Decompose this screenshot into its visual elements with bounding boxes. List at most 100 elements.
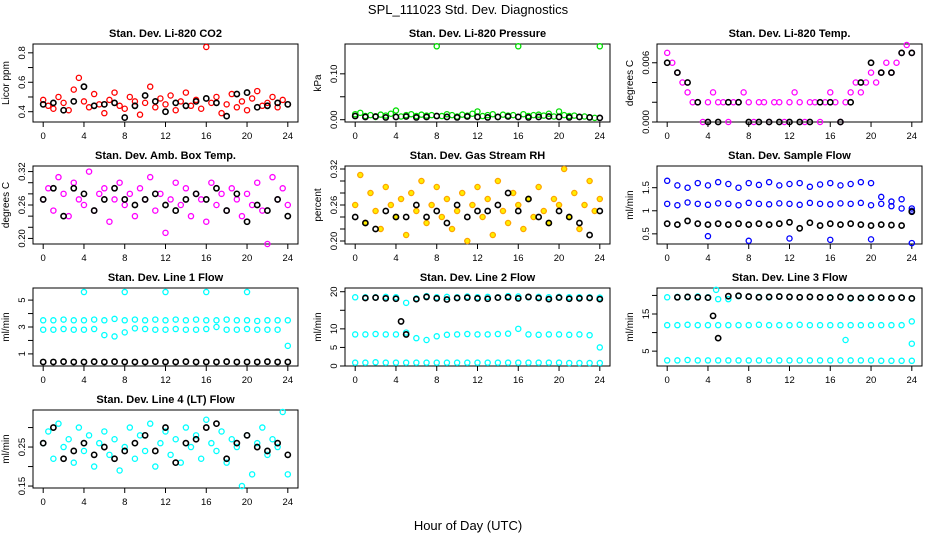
data-point: [520, 225, 527, 233]
data-point: [202, 95, 210, 102]
data-point: [152, 326, 159, 333]
data-point: [555, 201, 563, 209]
data-point: [279, 408, 286, 416]
data-point: [259, 424, 266, 431]
data-point: [504, 293, 512, 301]
data-point: [745, 99, 752, 106]
data-point: [367, 189, 374, 197]
data-point: [223, 316, 230, 323]
panel-3: Stan. Dev. Li-820 Temp. degrees C 0 4 8 12 16 2…: [625, 28, 923, 142]
data-point: [423, 293, 430, 301]
data-point: [80, 326, 88, 333]
x-tick-label: 20: [554, 375, 565, 386]
data-point: [111, 358, 118, 366]
data-point: [694, 98, 702, 106]
data-point: [151, 447, 159, 455]
data-point: [725, 180, 732, 188]
data-point: [372, 225, 379, 233]
data-point: [162, 288, 169, 296]
data-point: [489, 231, 497, 239]
x-tick-label: 0: [665, 253, 670, 264]
series-4: [663, 208, 916, 232]
data-point: [233, 439, 241, 447]
data-point: [121, 196, 129, 203]
data-point: [453, 359, 461, 366]
data-point: [469, 110, 476, 117]
data-point: [85, 432, 93, 439]
data-point: [233, 358, 241, 366]
data-point: [724, 292, 732, 300]
x-tick-label: 24: [283, 253, 294, 264]
data-point: [453, 114, 461, 121]
data-point: [776, 321, 783, 329]
data-point: [535, 359, 542, 366]
data-point: [694, 200, 702, 208]
data-point: [192, 97, 200, 105]
data-point: [90, 451, 98, 459]
data-point: [223, 358, 231, 366]
data-point: [745, 357, 752, 364]
data-point: [382, 294, 390, 302]
data-point: [443, 331, 451, 339]
x-tick-label: 4: [81, 131, 86, 142]
y-tick-label: 0: [329, 363, 340, 368]
data-point: [218, 428, 225, 435]
data-point: [908, 294, 916, 302]
data-point: [80, 201, 88, 209]
data-point: [786, 357, 793, 364]
data-point: [192, 316, 200, 323]
data-point: [90, 207, 98, 214]
data-point: [162, 428, 169, 435]
data-point: [453, 201, 461, 209]
data-point: [555, 113, 563, 121]
data-point: [85, 168, 93, 175]
data-point: [203, 325, 210, 333]
data-point: [663, 200, 671, 208]
data-point: [60, 455, 67, 463]
series-1: [39, 408, 292, 490]
data-point: [402, 113, 410, 120]
x-tick-label: 16: [825, 375, 836, 386]
panel-title: Stan. Dev. Line 2 Flow: [420, 272, 536, 284]
data-point: [172, 435, 179, 443]
data-point: [888, 69, 895, 77]
data-point: [49, 184, 57, 192]
data-point: [745, 321, 752, 329]
data-point: [484, 359, 491, 366]
data-point: [243, 218, 251, 226]
data-point: [423, 359, 430, 366]
data-point: [182, 185, 190, 192]
data-point: [351, 331, 359, 338]
data-point: [423, 113, 430, 121]
data-point: [867, 357, 875, 364]
data-point: [49, 358, 57, 366]
data-point: [576, 113, 583, 121]
data-point: [70, 326, 78, 333]
data-point: [423, 213, 430, 221]
data-point: [55, 93, 62, 101]
data-point: [413, 334, 420, 342]
data-point: [504, 113, 512, 120]
data-point: [284, 358, 292, 366]
data-point: [514, 113, 522, 121]
data-point: [402, 331, 410, 338]
data-point: [75, 196, 83, 203]
data-point: [484, 207, 492, 215]
data-point: [80, 190, 88, 198]
data-point: [233, 443, 241, 451]
data-point: [908, 318, 916, 325]
x-tick-label: 8: [434, 375, 439, 386]
panel-title: Stan. Dev. Gas Stream RH: [410, 150, 546, 162]
data-point: [433, 333, 440, 340]
data-point: [274, 358, 282, 366]
data-point: [70, 184, 78, 192]
data-point: [397, 318, 405, 325]
data-point: [203, 317, 210, 324]
data-point: [765, 178, 773, 186]
panel-title: Stan. Dev. Amb. Box Temp.: [95, 150, 236, 162]
data-point: [284, 471, 292, 478]
x-tick-label: 12: [160, 497, 171, 508]
data-point: [888, 357, 895, 365]
data-point: [70, 459, 78, 466]
data-point: [70, 447, 78, 455]
